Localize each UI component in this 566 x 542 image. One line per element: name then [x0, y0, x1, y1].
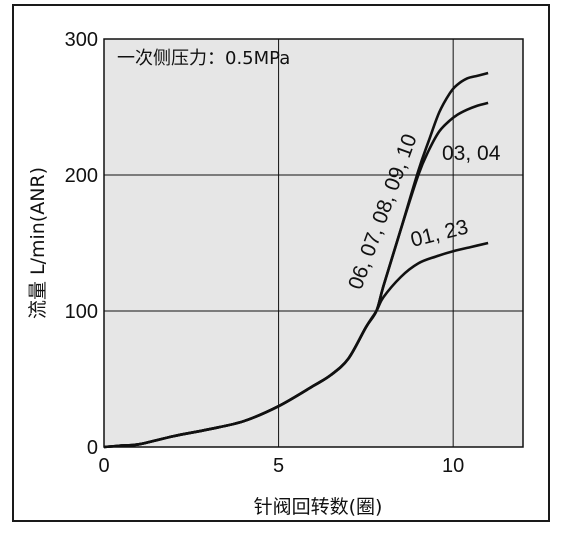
y-tick-label: 300: [65, 29, 98, 51]
x-axis-label: 针阀回转数(圈): [254, 496, 383, 518]
x-tick-label: 10: [442, 455, 464, 477]
x-tick-label: 0: [98, 455, 109, 477]
x-tick-label: 5: [273, 455, 284, 477]
series-label-03-04: 03, 04: [442, 142, 501, 165]
y-tick-label: 100: [65, 301, 98, 323]
tick-labels: 0 100 200 300 0 5 10: [65, 29, 465, 477]
y-tick-label: 0: [87, 437, 98, 459]
pressure-annotation: 一次侧压力：0.5MPa: [117, 48, 290, 69]
y-axis-label: 流量 L/min(ANR): [27, 167, 49, 319]
plot-border: [103, 38, 524, 448]
series-lines: [103, 71, 489, 449]
series-line-01-23: [103, 241, 489, 449]
y-tick-label: 200: [65, 165, 98, 187]
